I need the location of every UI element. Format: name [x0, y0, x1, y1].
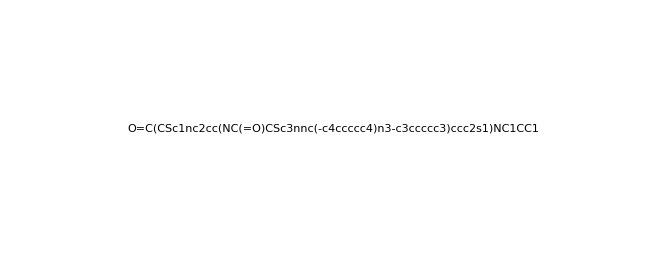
Text: O=C(CSc1nc2cc(NC(=O)CSc3nnc(-c4ccccc4)n3-c3ccccc3)ccc2s1)NC1CC1: O=C(CSc1nc2cc(NC(=O)CSc3nnc(-c4ccccc4)n3…	[127, 124, 539, 133]
